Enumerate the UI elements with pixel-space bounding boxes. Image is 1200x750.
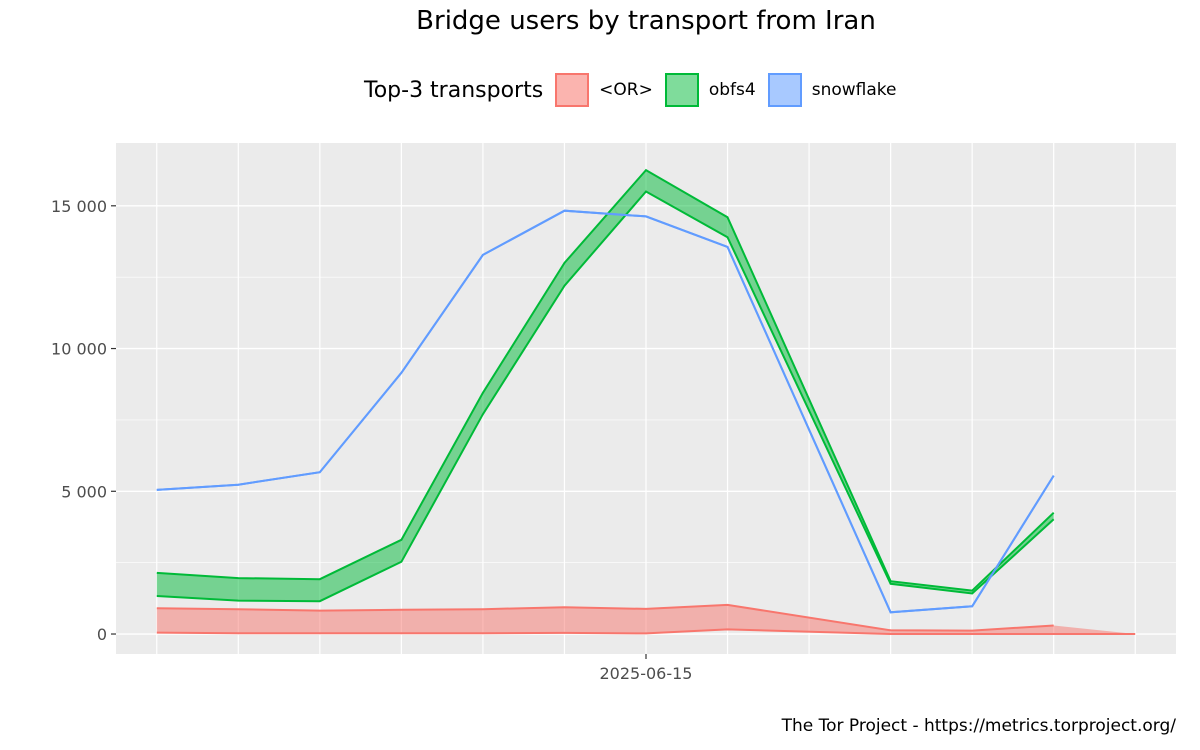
legend-item-snowflake: snowflake [767, 73, 897, 107]
legend-item-or: <OR> [555, 73, 653, 107]
legend-label-obfs4: obfs4 [708, 80, 756, 100]
x-tick-label: 2025-06-15 [600, 664, 693, 683]
legend-key-snowflake [767, 73, 802, 107]
y-tick-label: 5 000 [61, 482, 107, 501]
line-low-or [156, 628, 1136, 635]
legend: Top-3 transports <OR> obfs4 snowflake [364, 72, 908, 108]
legend-label-snowflake: snowflake [811, 80, 897, 100]
line-high-or [156, 603, 1054, 632]
legend-label-or: <OR> [599, 80, 653, 100]
legend-item-obfs4: obfs4 [664, 73, 756, 107]
y-tick-label: 15 000 [51, 197, 107, 216]
line-low-snowflake [156, 209, 1055, 614]
line-low-obfs4 [156, 190, 1055, 603]
y-tick-label: 10 000 [51, 340, 107, 359]
legend-title: Top-3 transports [364, 77, 544, 103]
legend-key-obfs4 [664, 73, 699, 107]
ribbon-or [156, 604, 1136, 634]
chart-title: Bridge users by transport from Iran [416, 6, 876, 36]
y-tick-label: 0 [97, 625, 107, 644]
line-high-obfs4 [156, 168, 1055, 592]
caption: The Tor Project - https://metrics.torpro… [781, 716, 1176, 736]
legend-key-or [555, 73, 590, 107]
